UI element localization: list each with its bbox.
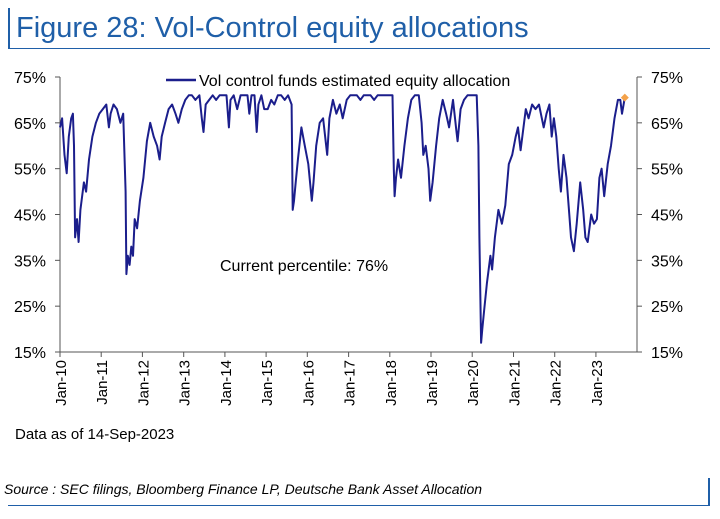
x-tick-label: Jan-16 <box>300 360 317 406</box>
x-tick-label: Jan-15 <box>259 360 276 406</box>
y-tick-label-left: 65% <box>14 116 46 133</box>
chart: 75% 65% 55% 45% 35% 25% 15% 75% 65% 55% 45% 35% 25% 1… <box>14 70 683 406</box>
x-tick-label: Jan-11 <box>94 360 111 405</box>
source-note: Source : SEC filings, Bloomberg Finance … <box>4 481 483 497</box>
title-divider <box>8 48 710 49</box>
y-tick-label-left: 25% <box>14 299 46 316</box>
data-as-of-note: Data as of 14-Sep-2023 <box>15 426 175 443</box>
x-tick-label: Jan-13 <box>177 360 194 406</box>
chart-annotation: Current percentile: 76% <box>220 258 388 275</box>
y-tick-label-right: 75% <box>651 70 683 87</box>
x-tick-label: Jan-12 <box>135 360 152 406</box>
x-tick-label: Jan-10 <box>53 360 70 406</box>
x-tick-label: Jan-18 <box>383 360 400 406</box>
legend-label: Vol control funds estimated equity alloc… <box>199 73 510 90</box>
x-tick-label: Jan-23 <box>589 360 606 406</box>
y-tick-label-right: 55% <box>651 162 683 179</box>
title-accent-bar <box>8 8 10 48</box>
footer-divider <box>8 505 710 506</box>
x-tick-label: Jan-20 <box>465 360 482 406</box>
x-tick-label: Jan-14 <box>218 360 235 406</box>
y-tick-label-left: 55% <box>14 162 46 179</box>
x-tick-label: Jan-17 <box>342 360 359 406</box>
y-tick-label-left: 15% <box>14 345 46 362</box>
series-line-vol-control <box>59 94 626 344</box>
y-tick-label-left: 35% <box>14 253 46 270</box>
current-point-marker <box>620 93 629 102</box>
page-title: Figure 28: Vol-Control equity allocation… <box>16 12 529 44</box>
x-tick-label: Jan-19 <box>424 360 441 406</box>
chart-axes: 75% 65% 55% 45% 35% 25% 15% 75% 65% 55% 45% 35% 25% 1… <box>14 70 683 406</box>
chart-series-layer <box>59 93 629 344</box>
y-tick-label-right: 35% <box>651 253 683 270</box>
y-tick-label-right: 25% <box>651 299 683 316</box>
y-tick-label-right: 45% <box>651 208 683 225</box>
y-tick-label-left: 45% <box>14 208 46 225</box>
y-tick-label-left: 75% <box>14 70 46 87</box>
x-tick-label: Jan-22 <box>548 360 565 406</box>
x-tick-label: Jan-21 <box>507 360 524 406</box>
footer-accent-bar <box>708 478 710 506</box>
y-tick-label-right: 65% <box>651 116 683 133</box>
y-tick-label-right: 15% <box>651 345 683 362</box>
chart-legend: Vol control funds estimated equity alloc… <box>166 73 510 90</box>
